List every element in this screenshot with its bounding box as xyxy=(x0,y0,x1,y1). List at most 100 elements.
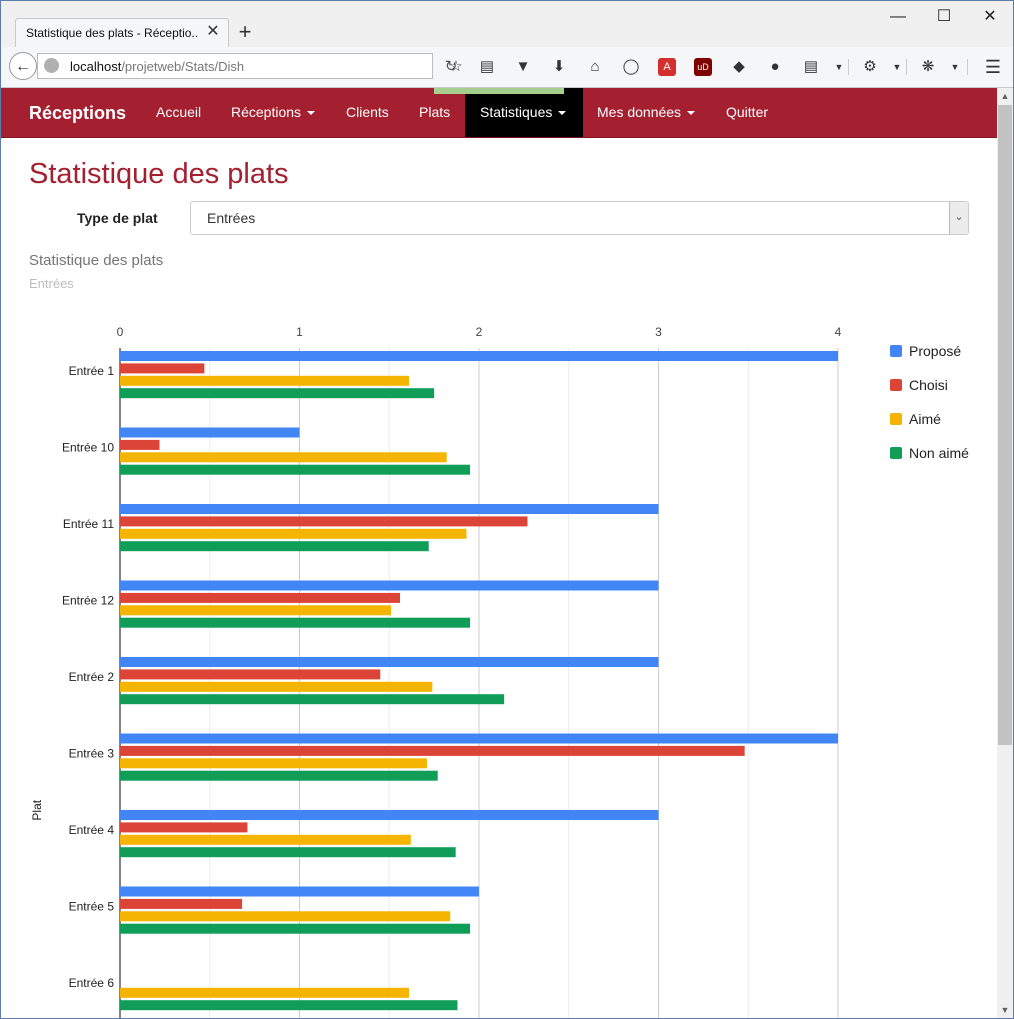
chart-title: Statistique des plats xyxy=(29,252,164,269)
reading-list-icon[interactable]: ▤ xyxy=(479,58,495,75)
category-label: Entrée 12 xyxy=(62,594,114,608)
bar-chart: 0 1 2 3 4 Entrée 1 Entrée 10 Entrée 11 Entrée 12… xyxy=(30,325,969,1018)
nav-item-quitter[interactable]: Quitter xyxy=(726,104,769,120)
category-label: Entrée 1 xyxy=(69,364,115,378)
bar xyxy=(120,834,411,845)
new-tab-icon[interactable]: + xyxy=(238,19,252,44)
close-icon[interactable]: ✕ xyxy=(206,23,220,40)
nav-item-accueil[interactable]: Accueil xyxy=(156,104,202,120)
bar xyxy=(120,886,479,897)
bar xyxy=(120,439,160,450)
globe-icon xyxy=(44,58,59,73)
bar xyxy=(120,657,659,667)
x-tick-label: 1 xyxy=(296,325,303,339)
vertical-scrollbar[interactable]: ▲ ▼ xyxy=(997,88,1013,1018)
caret-down-icon xyxy=(687,111,696,116)
scrollbar-thumb[interactable] xyxy=(998,105,1012,745)
menu-icon[interactable]: ☰ xyxy=(984,57,1002,77)
nav-item-plats[interactable]: Plats xyxy=(419,104,451,120)
x-tick-label: 2 xyxy=(476,325,483,339)
legend-label: Non aimé xyxy=(909,445,969,461)
legend-swatch xyxy=(890,447,902,459)
legend-swatch xyxy=(890,345,902,357)
bar xyxy=(120,617,471,628)
minimize-icon[interactable]: — xyxy=(890,8,906,25)
bar xyxy=(120,516,528,527)
chevron-down-icon[interactable]: ▼ xyxy=(834,62,844,72)
page-title: Statistique des plats xyxy=(29,158,289,190)
brand-link[interactable]: Réceptions xyxy=(29,103,127,123)
bar xyxy=(120,464,471,475)
bar xyxy=(120,681,433,692)
bar xyxy=(120,987,409,998)
extension-icon[interactable]: ◆ xyxy=(733,58,745,75)
scroll-down-icon[interactable]: ▼ xyxy=(1000,1005,1010,1015)
legend-label: Choisi xyxy=(909,377,948,393)
bar xyxy=(120,1000,458,1011)
home-icon[interactable]: ⌂ xyxy=(590,58,600,75)
browser-tab[interactable]: Statistique des plats - Réceptio... ✕ xyxy=(15,18,229,48)
title-bar: Statistique des plats - Réceptio... ✕ + … xyxy=(1,1,1013,48)
scroll-up-icon[interactable]: ▲ xyxy=(1000,91,1010,101)
legend-swatch xyxy=(890,413,902,425)
bar xyxy=(120,733,838,744)
tab-title: Statistique des plats - Réceptio... xyxy=(26,26,198,40)
bar xyxy=(120,452,447,463)
dish-type-label: Type de plat xyxy=(77,210,158,226)
bar xyxy=(120,580,659,591)
toolbar-separator xyxy=(967,59,968,75)
nav-item-clients[interactable]: Clients xyxy=(346,104,389,120)
gear-icon[interactable]: ⚙ xyxy=(863,58,877,75)
url-bar[interactable]: localhost/projetweb/Stats/Dish ↻ xyxy=(37,53,457,79)
bug-icon[interactable]: ❋ xyxy=(921,58,935,75)
reload-icon[interactable]: ↻ xyxy=(444,58,458,75)
nav-item-receptions[interactable]: Réceptions xyxy=(216,88,330,137)
x-tick-label: 3 xyxy=(655,325,662,339)
toolbar-separator xyxy=(906,59,907,75)
app-navbar: Réceptions Accueil Réceptions Clients Pl… xyxy=(1,88,997,138)
nav-item-statistiques[interactable]: Statistiques xyxy=(465,88,583,137)
dish-type-select[interactable]: Entrées ⌄ xyxy=(190,201,969,235)
loading-indicator xyxy=(434,88,564,94)
bar xyxy=(120,504,659,514)
category-label: Entrée 11 xyxy=(63,517,114,531)
chevron-down-icon[interactable]: ⌄ xyxy=(949,202,968,234)
pocket-icon[interactable]: ▼ xyxy=(515,58,531,75)
bar xyxy=(120,745,745,756)
category-label: Entrée 5 xyxy=(69,900,115,914)
chat-icon[interactable]: ◯ xyxy=(622,58,640,75)
back-arrow-icon[interactable]: ← xyxy=(9,52,37,80)
y-axis-title: Plat xyxy=(30,799,44,820)
bar xyxy=(120,605,392,616)
extension-icon[interactable]: ● xyxy=(770,58,780,75)
bar xyxy=(120,847,456,858)
bar xyxy=(120,363,205,374)
toolbar-separator xyxy=(848,59,849,75)
chart-subtitle: Entrées xyxy=(29,276,74,291)
chevron-down-icon[interactable]: ▼ xyxy=(950,62,960,72)
pdf-icon[interactable]: A xyxy=(658,58,676,76)
clipboard-icon[interactable]: ▤ xyxy=(803,58,819,75)
dish-type-value: Entrées xyxy=(207,210,256,226)
legend-label: Aimé xyxy=(909,411,941,427)
ublock-icon[interactable]: uD xyxy=(694,58,712,76)
window-close-icon[interactable]: ✕ xyxy=(983,8,997,25)
caret-down-icon xyxy=(558,111,567,116)
nav-item-mes-donnees[interactable]: Mes données xyxy=(582,88,710,137)
page-viewport: Réceptions Accueil Réceptions Clients Pl… xyxy=(1,88,997,1018)
bar xyxy=(120,770,438,781)
bar xyxy=(120,375,409,386)
chevron-down-icon[interactable]: ▼ xyxy=(892,62,902,72)
category-label: Entrée 3 xyxy=(69,747,115,761)
caret-down-icon xyxy=(307,111,316,116)
bar xyxy=(120,528,467,539)
bar xyxy=(120,669,381,680)
star-icon[interactable]: ☆ xyxy=(449,58,463,75)
x-tick-label: 4 xyxy=(835,325,842,339)
browser-toolbar: ← localhost/projetweb/Stats/Dish ↻ ☆ ▤ ▼… xyxy=(1,47,1013,88)
maximize-icon[interactable]: ☐ xyxy=(936,8,952,25)
download-icon[interactable]: ⬇ xyxy=(552,58,566,75)
legend-swatch xyxy=(890,379,902,391)
url-text: localhost/projetweb/Stats/Dish xyxy=(70,59,245,74)
